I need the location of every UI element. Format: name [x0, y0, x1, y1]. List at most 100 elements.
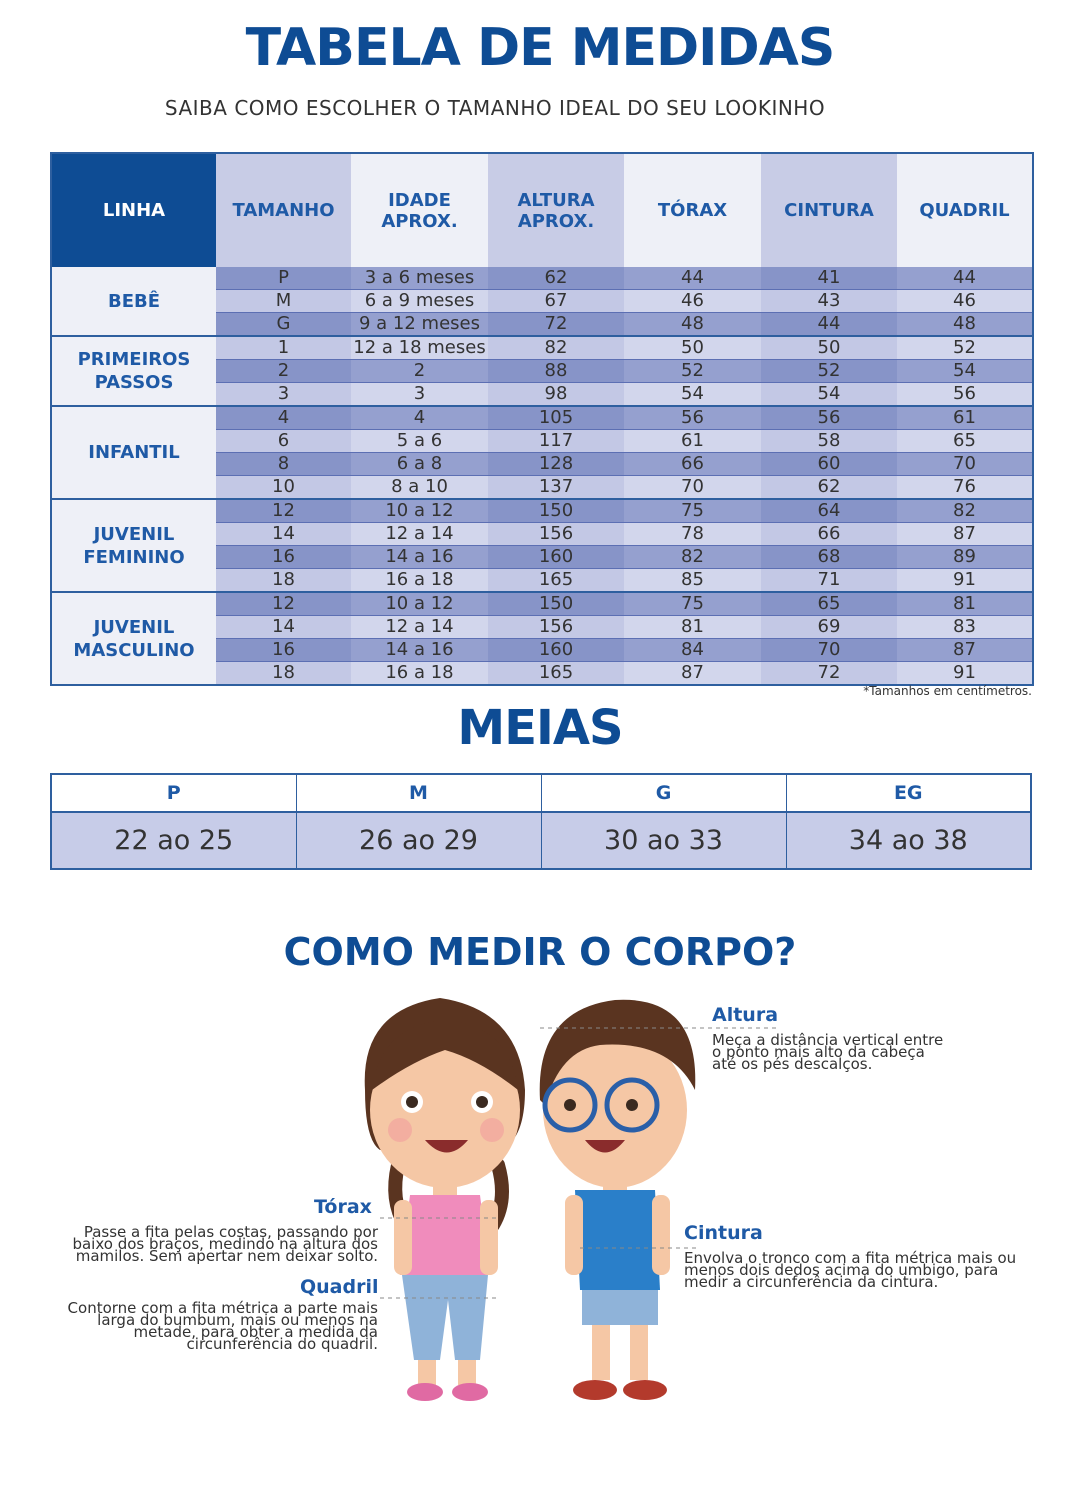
cell: 12 a 14 [351, 615, 488, 639]
cell: 14 [216, 522, 351, 546]
cell: 91 [897, 661, 1033, 686]
subtitle: SAIBA COMO ESCOLHER O TAMANHO IDEAL DO S… [164, 96, 826, 120]
cell: 83 [897, 615, 1033, 639]
column-header: TAMANHO [216, 153, 351, 267]
cell: 67 [488, 289, 624, 313]
data-row: 2 2 88 52 52 54 [51, 359, 1033, 383]
cell: 72 [488, 312, 624, 337]
cell: 160 [488, 638, 624, 662]
group-label: PRIMEIROS PASSOS [51, 336, 216, 407]
cell: M [216, 289, 351, 313]
cell: 150 [488, 592, 624, 616]
data-row: 14 12 a 14 156 81 69 83 [51, 615, 1033, 639]
cell: 3 [351, 382, 488, 407]
cell: 87 [897, 522, 1033, 546]
cell: 105 [488, 406, 624, 430]
data-row: INFANTIL 4 4 105 56 56 61 [51, 406, 1033, 500]
cell: 165 [488, 568, 624, 593]
meias-size: P [51, 774, 297, 813]
measure-label: Tórax [314, 1196, 372, 1218]
column-header: ALTURA APROX. [488, 153, 624, 267]
cell: 6 a 8 [351, 452, 488, 476]
measure-text: Envolva o tronco com a fita métrica mais… [684, 1249, 1017, 1291]
cell: 64 [761, 499, 897, 523]
group-label: BEBÊ [51, 267, 216, 337]
cell: 52 [897, 336, 1033, 360]
cell: 62 [761, 475, 897, 500]
cell: 72 [761, 661, 897, 686]
cell: 70 [761, 638, 897, 662]
meias-size: G [541, 774, 787, 813]
group-label: JUVENIL MASCULINO [51, 592, 216, 686]
cell: 2 [216, 359, 351, 383]
data-row: BEBÊ P 3 a 6 meses 62 44 41 44 [51, 267, 1033, 337]
cell: 66 [624, 452, 761, 476]
cell: 52 [761, 359, 897, 383]
how-title: COMO MEDIR O CORPO? [283, 930, 797, 974]
cell: 41 [761, 267, 897, 290]
cell: 165 [488, 661, 624, 686]
cell: 70 [897, 452, 1033, 476]
data-row: 16 14 a 16 160 82 68 89 [51, 545, 1033, 569]
title: TABELA DE MEDIDAS [245, 18, 836, 78]
column-header: LINHA [51, 153, 216, 267]
cell: 16 [216, 638, 351, 662]
cell: 61 [897, 406, 1033, 430]
cell: 69 [761, 615, 897, 639]
cell: 58 [761, 429, 897, 453]
illustration [364, 998, 780, 1401]
cell: 76 [897, 475, 1033, 500]
column-header: QUADRIL [897, 153, 1033, 267]
cell: 46 [897, 289, 1033, 313]
cell: 71 [761, 568, 897, 593]
data-row: 14 12 a 14 156 78 66 87 [51, 522, 1033, 546]
cell: 85 [624, 568, 761, 593]
girl [364, 998, 525, 1401]
cell: 44 [624, 267, 761, 290]
data-row: 18 16 a 18 165 85 71 91 [51, 568, 1033, 593]
cell: 10 a 12 [351, 592, 488, 616]
data-row: 18 16 a 18 165 87 72 91 [51, 661, 1033, 686]
cell: 6 [216, 429, 351, 453]
cell: 12 [216, 499, 351, 523]
column-header: TÓRAX [624, 153, 761, 267]
cell: 16 [216, 545, 351, 569]
measure-text: Meça a distância vertical entre o ponto … [712, 1031, 944, 1073]
cell: 137 [488, 475, 624, 500]
cell: 44 [761, 312, 897, 337]
meias-range: 22 ao 25 [51, 812, 297, 869]
cell: 68 [761, 545, 897, 569]
cell: 14 a 16 [351, 638, 488, 662]
measure-label: Quadril [300, 1276, 379, 1298]
meias-header-row: P M G EG [51, 774, 1032, 813]
meias-value-row: 22 ao 25 26 ao 29 30 ao 33 34 ao 38 [51, 812, 1032, 869]
cell: 128 [488, 452, 624, 476]
cell: 56 [761, 406, 897, 430]
cell: 8 a 10 [351, 475, 488, 500]
meias-size: EG [786, 774, 1032, 813]
cell: 156 [488, 522, 624, 546]
column-header: IDADE APROX. [351, 153, 488, 267]
measure-label: Cintura [684, 1222, 763, 1244]
cell: 98 [488, 382, 624, 407]
meias-title: MEIAS [457, 700, 623, 756]
data-row: JUVENIL FEMININO 12 10 a 12 150 75 64 82 [51, 499, 1033, 593]
meias-range: 30 ao 33 [541, 812, 787, 869]
data-row: 10 8 a 10 137 70 62 76 [51, 475, 1033, 500]
measure-text: Contorne com a fita métrica a parte mais… [67, 1299, 378, 1353]
cell: 87 [624, 661, 761, 686]
cell: 75 [624, 499, 761, 523]
cell: 78 [624, 522, 761, 546]
cell: 12 a 14 [351, 522, 488, 546]
cell: 18 [216, 568, 351, 593]
cell: 50 [761, 336, 897, 360]
cell: 54 [761, 382, 897, 407]
cell: 54 [624, 382, 761, 407]
cell: 65 [761, 592, 897, 616]
cell: 81 [897, 592, 1033, 616]
group-label: JUVENIL FEMININO [51, 499, 216, 593]
cell: 75 [624, 592, 761, 616]
cell: 87 [897, 638, 1033, 662]
